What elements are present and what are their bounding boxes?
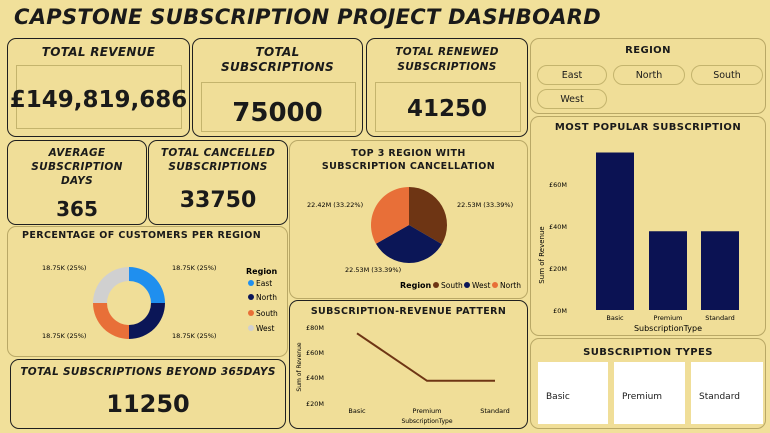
top3-cancellation-svg: 22.53M (33.39%) 22.53M (33.39%) 22.42M (… <box>307 187 521 290</box>
bar-xtick-standard: Standard <box>705 314 735 322</box>
customers-per-region-chart: PERCENTAGE OF CUSTOMERS PER REGION 18.75… <box>7 226 288 357</box>
cancel-legend-west-dot <box>464 282 470 288</box>
subscription-option-basic[interactable]: Basic <box>538 362 608 424</box>
donut-legend-east-dot <box>248 280 254 286</box>
bar-basic <box>596 152 634 310</box>
most-popular-title: MOST POPULAR SUBSCRIPTION <box>554 122 742 133</box>
average-days-value: 365 <box>56 197 98 221</box>
top3-cancellation-chart: TOP 3 REGION WITH SUBSCRIPTION CANCELLAT… <box>289 140 528 299</box>
cancel-legend-south-dot <box>433 282 439 288</box>
slice-north <box>129 303 165 339</box>
customers-per-region-svg: 18.75K (25%) 18.75K (25%) 18.75K (25%) 1… <box>42 264 278 340</box>
subscription-types-title: SUBSCRIPTION TYPES <box>583 347 713 358</box>
donut-legend-west: West <box>256 324 274 333</box>
bar-standard <box>701 231 739 310</box>
most-popular-svg: Sum of Revenue £0M £20M £40M £60M Basic … <box>538 152 739 333</box>
donut-legend-west-dot <box>248 325 254 331</box>
revenue-pattern-title: SUBSCRIPTION-REVENUE PATTERN <box>310 306 507 317</box>
donut-label-south: 18.75K (25%) <box>42 332 86 340</box>
average-days-label: AVERAGE SUBSCRIPTION DAYS <box>31 147 123 187</box>
donut-legend-south: South <box>256 309 278 318</box>
slice-north <box>371 187 409 244</box>
subscription-option-premium[interactable]: Premium <box>614 362 685 424</box>
total-renewed-value: 41250 <box>406 96 488 122</box>
revenue-pattern-chart: SUBSCRIPTION-REVENUE PATTERN Sum of Reve… <box>289 300 528 429</box>
region-option-west[interactable]: West <box>537 89 607 109</box>
subscription-types-slicer: SUBSCRIPTION TYPES Basic Premium Standar… <box>530 338 766 429</box>
line-xtick-premium: Premium <box>413 407 442 415</box>
donut-label-north: 18.75K (25%) <box>172 332 216 340</box>
slice-east <box>129 267 165 303</box>
line-xtick-basic: Basic <box>348 407 366 415</box>
beyond-365-card: TOTAL SUBSCRIPTIONS BEYOND 365DAYS 11250 <box>10 359 286 429</box>
bar-ytick-20: £20M <box>549 265 567 273</box>
line-xtick-standard: Standard <box>480 407 510 415</box>
bar-ytick-60: £60M <box>549 181 567 189</box>
bar-ytick-40: £40M <box>549 223 567 231</box>
slice-south <box>409 187 447 245</box>
cancel-label-south: 22.53M (33.39%) <box>457 201 513 209</box>
donut-legend-north: North <box>256 293 277 302</box>
total-renewed-label: TOTAL RENEWED SUBSCRIPTIONS <box>395 46 499 73</box>
total-revenue-value: £149,819,686 <box>9 87 188 113</box>
total-cancelled-value: 33750 <box>179 188 257 213</box>
customers-per-region-title: PERCENTAGE OF CUSTOMERS PER REGION <box>22 230 262 241</box>
total-subscriptions-label: TOTAL SUBSCRIPTIONS <box>221 45 334 74</box>
line-ytick-20: £20M <box>306 400 324 408</box>
cancel-legend-north: North <box>500 281 521 290</box>
line-y-axis-label: Sum of Revenue <box>296 342 303 391</box>
average-days-card: AVERAGE SUBSCRIPTION DAYS 365 <box>7 140 147 225</box>
donut-legend-south-dot <box>248 310 254 316</box>
donut-label-east: 18.75K (25%) <box>172 264 216 272</box>
top3-cancellation-title: TOP 3 REGION WITH SUBSCRIPTION CANCELLAT… <box>321 148 496 172</box>
cancel-label-west: 22.53M (33.39%) <box>345 266 401 274</box>
total-renewed-card: TOTAL RENEWED SUBSCRIPTIONS 41250 <box>366 38 528 137</box>
slice-south <box>93 303 129 339</box>
cancel-legend-west: West <box>472 281 490 290</box>
total-revenue-label: TOTAL REVENUE <box>41 45 156 59</box>
bar-xtick-basic: Basic <box>606 314 624 322</box>
total-cancelled-card: TOTAL CANCELLED SUBSCRIPTIONS 33750 <box>148 140 288 225</box>
page-title: CAPSTONE SUBSCRIPTION PROJECT DASHBOARD <box>14 5 601 29</box>
cancel-legend-south: South <box>441 281 463 290</box>
region-option-north[interactable]: North <box>613 65 685 85</box>
cancel-label-north: 22.42M (33.22%) <box>307 201 363 209</box>
bar-y-axis-label: Sum of Revenue <box>538 226 546 283</box>
region-option-east[interactable]: East <box>537 65 607 85</box>
revenue-pattern-svg: Sum of Revenue £20M £40M £60M £80M Basic… <box>296 324 510 425</box>
line-ytick-40: £40M <box>306 374 324 382</box>
bar-xtick-premium: Premium <box>654 314 683 322</box>
beyond-365-label: TOTAL SUBSCRIPTIONS BEYOND 365DAYS <box>20 366 276 378</box>
line-x-axis-label: SubscriptionType <box>401 418 452 425</box>
region-slicer-title: REGION <box>625 45 671 56</box>
cancel-legend-title: Region <box>400 281 432 290</box>
slice-west <box>93 267 129 303</box>
donut-legend-east: East <box>256 279 272 288</box>
subscription-option-standard[interactable]: Standard <box>691 362 763 424</box>
total-subscriptions-value: 75000 <box>232 98 323 128</box>
line-ytick-80: £80M <box>306 324 324 332</box>
line-ytick-60: £60M <box>306 349 324 357</box>
most-popular-chart: MOST POPULAR SUBSCRIPTION Sum of Revenue… <box>530 116 766 336</box>
beyond-365-value: 11250 <box>106 390 190 418</box>
total-subscriptions-card: TOTAL SUBSCRIPTIONS 75000 <box>192 38 363 137</box>
line-series-revenue <box>356 332 495 382</box>
bar-premium <box>649 231 687 310</box>
cancel-legend-north-dot <box>492 282 498 288</box>
donut-legend-title: Region <box>246 267 278 276</box>
bar-ytick-0: £0M <box>553 307 567 315</box>
total-revenue-card: TOTAL REVENUE £149,819,686 <box>7 38 190 137</box>
donut-label-west: 18.75K (25%) <box>42 264 86 272</box>
donut-legend-north-dot <box>248 294 254 300</box>
region-slicer: REGION East North South West <box>530 38 766 114</box>
total-cancelled-label: TOTAL CANCELLED SUBSCRIPTIONS <box>160 147 276 173</box>
region-option-south[interactable]: South <box>691 65 763 85</box>
bar-x-axis-label: SubscriptionType <box>634 324 702 333</box>
slice-west <box>375 225 442 263</box>
